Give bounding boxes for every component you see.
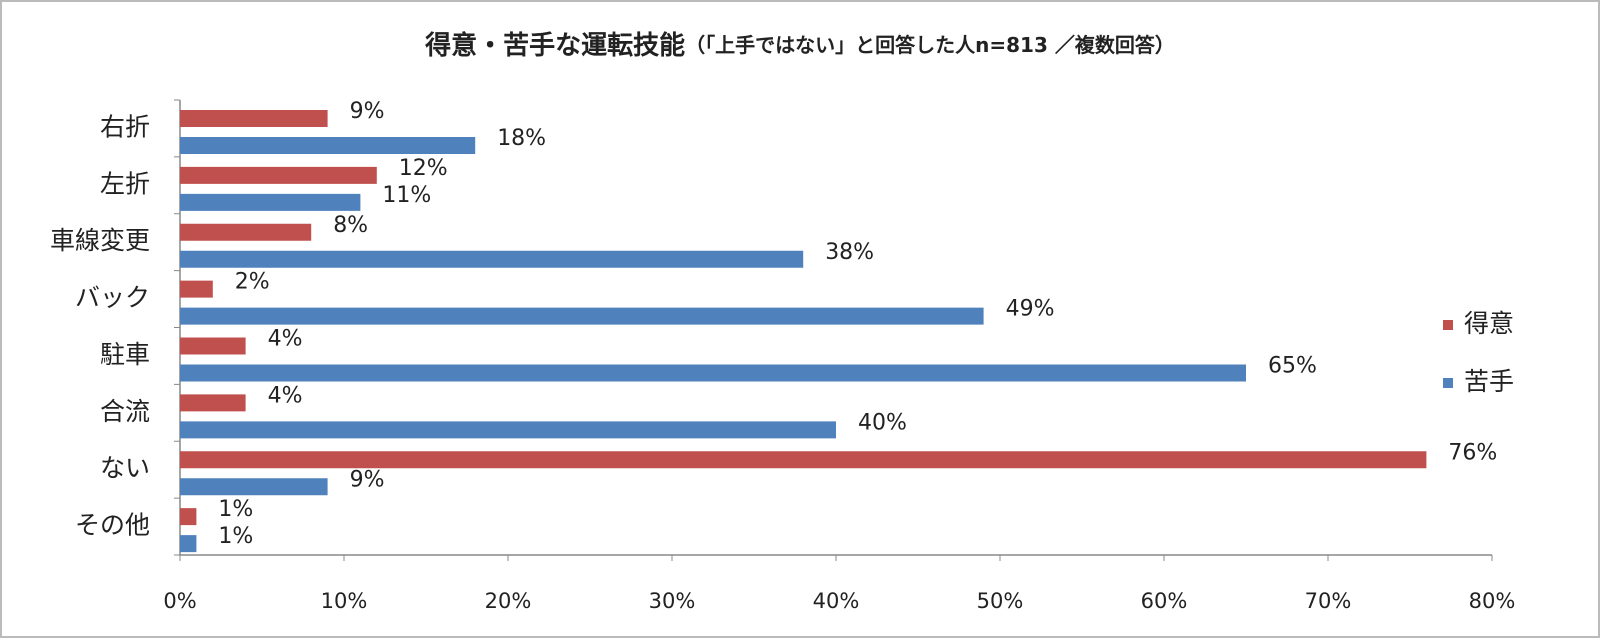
value-label: 4% (268, 383, 303, 408)
value-label: 40% (858, 410, 907, 435)
x-tick-label: 20% (485, 589, 532, 613)
x-tick-label: 70% (1305, 589, 1352, 613)
chart-heading: 得意・苦手な運転技能（「上手ではない」と回答した人n=813 ／複数回答） (424, 30, 1175, 61)
bar (180, 166, 377, 184)
chart-subtitle: （「上手ではない」と回答した人n=813 ／複数回答） (685, 33, 1175, 57)
x-tick-label: 30% (649, 589, 696, 613)
bar (180, 223, 312, 241)
value-label: 9% (350, 467, 385, 492)
bar (180, 535, 197, 553)
y-tick-label: バック (75, 283, 150, 312)
y-tick-label: 合流 (100, 397, 150, 426)
bar (180, 307, 984, 325)
x-tick-label: 80% (1469, 589, 1516, 613)
value-label: 65% (1268, 354, 1317, 379)
bar (180, 110, 328, 127)
value-label: 38% (825, 240, 874, 265)
bar (180, 337, 246, 355)
x-tick-label: 0% (163, 589, 196, 613)
value-label: 1% (218, 497, 253, 522)
value-label: 1% (218, 524, 253, 549)
bar (180, 364, 1246, 382)
bar (180, 478, 328, 496)
bar (180, 280, 213, 298)
value-label: 4% (268, 327, 303, 352)
bar (180, 250, 804, 268)
y-tick-label: ない (100, 454, 150, 483)
x-tick-label: 50% (977, 589, 1024, 613)
legend-label: 得意 (1464, 309, 1514, 338)
legend-label: 苦手 (1464, 367, 1514, 396)
bar (180, 508, 197, 526)
bar (180, 451, 1427, 469)
x-tick-label: 40% (813, 589, 860, 613)
value-label: 9% (350, 99, 385, 124)
y-tick-label: その他 (75, 511, 150, 540)
value-label: 11% (382, 183, 431, 208)
x-tick-label: 60% (1141, 589, 1188, 613)
y-tick-label: 車線変更 (50, 226, 150, 255)
y-tick-label: 左折 (100, 169, 150, 198)
legend-swatch (1443, 320, 1453, 330)
value-label: 49% (1006, 297, 1055, 322)
bar (180, 394, 246, 412)
chart-title: 得意・苦手な運転技能 (424, 30, 685, 61)
legend-swatch (1443, 378, 1453, 388)
value-label: 8% (333, 213, 368, 238)
bar (180, 193, 361, 211)
bar (180, 137, 476, 154)
y-tick-label: 右折 (100, 112, 150, 141)
value-label: 18% (497, 126, 546, 151)
bar (180, 421, 836, 439)
value-label: 2% (235, 270, 270, 295)
x-tick-label: 10% (321, 589, 368, 613)
y-tick-label: 駐車 (100, 340, 150, 369)
value-label: 76% (1448, 440, 1497, 465)
value-label: 12% (399, 156, 448, 181)
